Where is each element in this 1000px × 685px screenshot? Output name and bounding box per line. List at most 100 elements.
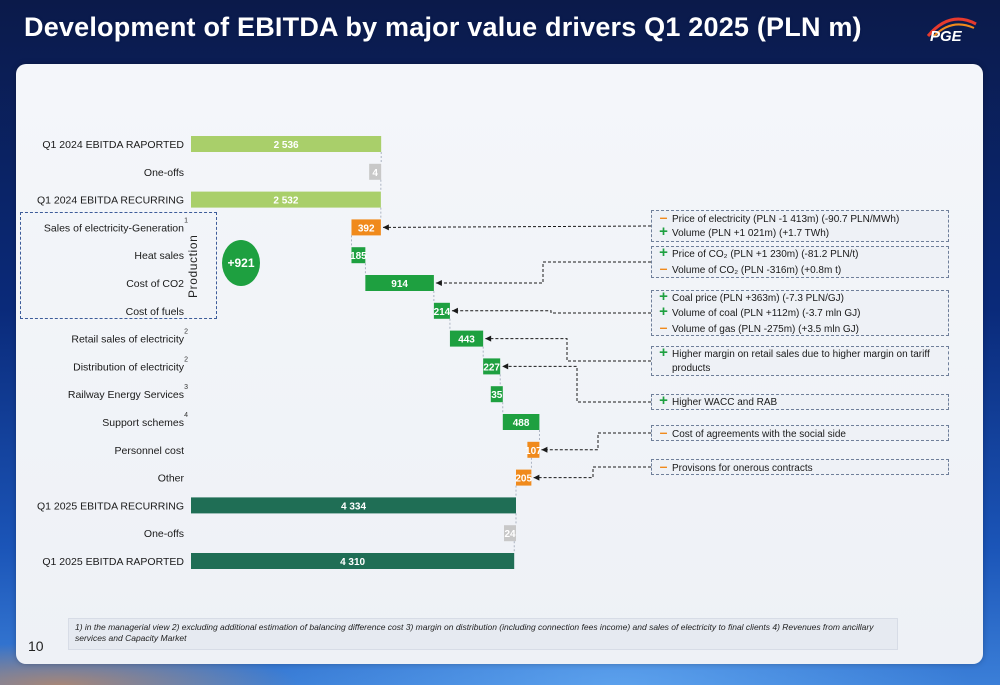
bar-15 bbox=[191, 553, 515, 569]
bar-9 bbox=[490, 386, 503, 403]
value-label-11: 107 bbox=[525, 446, 542, 457]
note-line: – Cost of agreements with the social side bbox=[657, 425, 846, 440]
logo-text: PGE bbox=[930, 28, 962, 45]
bar-0 bbox=[191, 136, 382, 152]
leader-line-5 bbox=[541, 432, 651, 451]
category-footnote-9: 3 bbox=[184, 384, 188, 391]
note-line: – Volume of gas (PLN -275m) (+3.5 mln GJ) bbox=[657, 319, 860, 335]
category-footnote-7: 2 bbox=[184, 329, 188, 336]
leader-line-0 bbox=[382, 225, 652, 228]
category-label-3: Sales of electricity-Generation bbox=[44, 222, 184, 234]
value-label-13: 4 334 bbox=[341, 501, 366, 512]
note-text: Higher margin on retail sales due to hig… bbox=[672, 349, 930, 360]
plus-icon: + bbox=[659, 288, 668, 305]
category-label-10: Support schemes bbox=[102, 417, 184, 429]
note-line: + Coal price (PLN +363m) (-7.3 PLN/GJ) bbox=[657, 288, 845, 305]
production-group-box bbox=[20, 212, 217, 319]
note-line: – Volume of CO₂ (PLN -316m) (+0.8m t) bbox=[657, 261, 842, 276]
note-text: Price of electricity (PLN -1 413m) (-90.… bbox=[672, 214, 900, 225]
plus-icon: + bbox=[659, 244, 668, 261]
note-box-5 bbox=[651, 425, 949, 441]
minus-icon: – bbox=[659, 319, 668, 335]
arrow-head-3 bbox=[485, 335, 492, 342]
arrow-head-6 bbox=[533, 474, 540, 481]
plus-icon: + bbox=[659, 303, 668, 320]
note-line: + Higher margin on retail sales due to hi… bbox=[657, 344, 930, 361]
bar-5 bbox=[365, 275, 434, 291]
note-text: Provisons for onerous contracts bbox=[672, 463, 813, 474]
category-label-6: Cost of fuels bbox=[126, 306, 184, 318]
leader-line-6 bbox=[533, 466, 651, 479]
value-label-8: 227 bbox=[483, 362, 500, 373]
category-label-9: Railway Energy Services bbox=[68, 389, 184, 401]
arrow-head-2 bbox=[451, 307, 458, 314]
leader-line-2 bbox=[451, 310, 651, 314]
note-line: – Price of electricity (PLN -1 413m) (-90… bbox=[657, 209, 900, 225]
plus-icon: + bbox=[659, 223, 668, 240]
note-line: + Volume (PLN +1 021m) (+1.7 TWh) bbox=[657, 223, 830, 240]
bar-6 bbox=[433, 302, 450, 319]
note-text: Higher WACC and RAB bbox=[672, 397, 778, 408]
pge-logo-icon bbox=[926, 17, 977, 37]
value-label-14: 24 bbox=[504, 529, 516, 540]
minus-icon: – bbox=[659, 209, 668, 225]
value-label-1: 4 bbox=[372, 168, 378, 179]
category-label-5: Cost of CO2 bbox=[126, 278, 184, 290]
note-line: + Higher WACC and RAB bbox=[657, 392, 778, 409]
leader-line-1 bbox=[435, 261, 651, 284]
value-label-7: 443 bbox=[458, 335, 475, 346]
note-box-4 bbox=[651, 394, 949, 410]
bar-2 bbox=[191, 191, 381, 208]
note-line: – Provisons for onerous contracts bbox=[657, 458, 813, 474]
leader-line-3 bbox=[485, 338, 651, 362]
value-label-6: 214 bbox=[434, 307, 451, 318]
bar-7 bbox=[449, 330, 484, 347]
note-text: Coal price (PLN +363m) (-7.3 PLN/GJ) bbox=[672, 293, 845, 304]
category-label-7: Retail sales of electricity bbox=[71, 334, 184, 346]
note-box-1 bbox=[651, 246, 949, 278]
category-label-4: Heat sales bbox=[134, 250, 184, 262]
value-label-0: 2 536 bbox=[274, 140, 299, 151]
value-label-5: 914 bbox=[391, 279, 408, 290]
note-text: Price of CO₂ (PLN +1 230m) (-81.2 PLN/t) bbox=[672, 249, 859, 260]
note-box-6 bbox=[651, 459, 949, 475]
bar-13 bbox=[191, 497, 516, 514]
plus-icon: + bbox=[659, 392, 668, 409]
bar-1 bbox=[369, 163, 382, 180]
arrow-head-0 bbox=[382, 224, 389, 231]
category-label-12: Other bbox=[158, 473, 185, 485]
note-text: Volume (PLN +1 021m) (+1.7 TWh) bbox=[672, 228, 830, 239]
minus-icon: – bbox=[659, 458, 668, 474]
arrow-head-5 bbox=[541, 446, 548, 453]
note-box-3 bbox=[651, 346, 949, 376]
note-line: + Volume of coal (PLN +112m) (-3.7 mln GJ… bbox=[657, 303, 861, 320]
value-label-2: 2 532 bbox=[273, 196, 298, 207]
page-number: 10 bbox=[28, 638, 44, 654]
bar-14 bbox=[504, 525, 516, 542]
note-box-0 bbox=[651, 210, 949, 242]
category-footnote-8: 2 bbox=[184, 356, 188, 363]
note-text: Cost of agreements with the social side bbox=[672, 429, 846, 440]
value-label-4: 185 bbox=[350, 251, 367, 262]
note-line: + Price of CO₂ (PLN +1 230m) (-81.2 PLN/t… bbox=[657, 244, 859, 261]
value-label-12: 205 bbox=[515, 474, 532, 485]
category-label-2: Q1 2024 EBITDA RECURRING bbox=[37, 195, 184, 207]
production-total-badge: +921 bbox=[222, 240, 260, 286]
note-text: Volume of gas (PLN -275m) (+3.5 mln GJ) bbox=[672, 324, 860, 335]
bar-11 bbox=[527, 441, 540, 458]
category-label-1: One-offs bbox=[144, 167, 184, 179]
category-label-8: Distribution of electricity bbox=[73, 361, 185, 373]
category-label-14: One-offs bbox=[144, 528, 184, 540]
plus-icon: + bbox=[659, 344, 668, 361]
value-label-15: 4 310 bbox=[340, 557, 365, 568]
bar-12 bbox=[516, 469, 532, 486]
note-text: Volume of coal (PLN +112m) (-3.7 mln GJ) bbox=[672, 308, 861, 319]
category-footnote-10: 4 bbox=[184, 412, 188, 419]
category-label-13: Q1 2025 EBITDA RECURRING bbox=[37, 500, 184, 512]
bar-4 bbox=[351, 247, 366, 264]
category-label-15: Q1 2025 EBITDA RAPORTED bbox=[42, 556, 184, 568]
category-label-11: Personnel cost bbox=[115, 445, 185, 457]
note-box-2 bbox=[651, 290, 949, 336]
category-label-0: Q1 2024 EBITDA RAPORTED bbox=[42, 139, 184, 151]
